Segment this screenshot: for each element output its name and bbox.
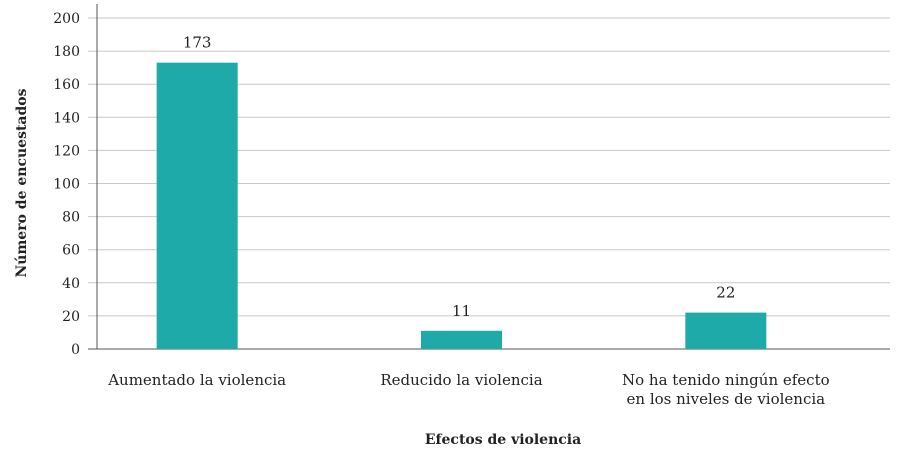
x-tick-label: Aumentado la violencia [107,371,286,389]
y-tick-label: 80 [62,210,80,226]
y-tick-label: 100 [53,177,80,193]
bar [421,330,502,349]
y-tick-label: 20 [62,309,80,325]
x-axis-title: Efectos de violencia [425,432,581,448]
y-tick-label: 60 [62,243,80,259]
y-tick-label: 160 [53,77,80,93]
y-tick-label: 40 [62,276,80,292]
y-tick-label: 180 [53,44,80,60]
y-tick-label: 120 [53,143,80,159]
data-label: 173 [183,34,212,52]
x-tick-label: No ha tenido ningún efecto [622,371,830,389]
bar [685,312,767,349]
y-axis-title: Número de encuestados [14,88,30,277]
y-tick-label: 200 [53,11,80,27]
bar [156,62,238,350]
data-label: 11 [452,302,471,320]
data-label: 22 [716,284,735,302]
y-tick-label: 140 [53,110,80,126]
x-tick-label: Reducido la violencia [380,371,542,389]
x-axis-tick-labels: Aumentado la violencia Reducido la violen… [107,371,829,408]
x-tick-label: en los niveles de violencia [627,390,826,408]
y-axis-ticks: 0 20 40 60 80 100 120 140 160 180 200 [53,11,80,358]
y-tick-label: 0 [71,342,80,358]
bars: 173 11 22 [156,34,767,350]
